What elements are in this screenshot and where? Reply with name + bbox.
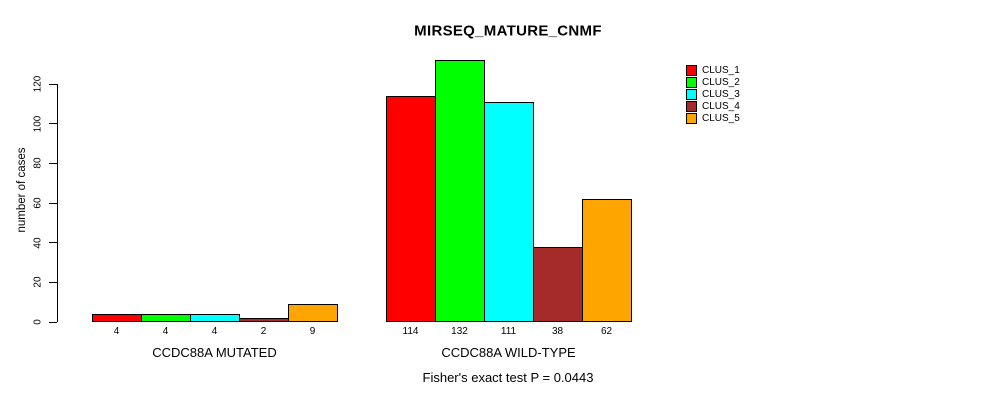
legend-swatch-clus2-icon [686,77,697,89]
bar-value-label: 2 [260,326,267,337]
y-tick-label: 0 [32,319,44,325]
bar-value-label: 111 [500,326,517,337]
chart-title: MIRSEQ_MATURE_CNMF [414,22,602,40]
y-tick-mark [49,83,57,85]
y-tick-mark [49,242,57,244]
x-group-label-wildtype: CCDC88A WILD-TYPE [441,345,576,360]
y-axis-title: number of cases [16,147,28,233]
legend-item: CLUS_4 [686,101,740,113]
y-tick-label: 60 [32,197,44,209]
annotation-fishers-test: Fisher's exact test P = 0.0443 [422,370,594,385]
bar-value-label: 9 [309,326,316,337]
bar-value-label: 4 [211,326,218,337]
bar-value-label: 132 [451,326,468,337]
x-group-label-mutated: CCDC88A MUTATED [152,345,277,360]
legend-label: CLUS_3 [702,89,740,101]
bar-clus_2-mutated [141,314,191,322]
legend-item: CLUS_3 [686,89,740,101]
legend-item: CLUS_2 [686,77,740,89]
bar-value-label: 62 [600,326,613,337]
bar-clus_4-wildtype [533,247,583,322]
y-tick-mark [49,281,57,283]
y-tick-mark [49,202,57,204]
legend-item: CLUS_5 [686,113,740,125]
bar-clus_2-wildtype [435,60,485,322]
y-axis-line [57,84,58,322]
legend-swatch-clus1-icon [686,65,697,77]
bar-clus_4-mutated [239,318,289,322]
legend-label: CLUS_1 [702,65,740,77]
legend-swatch-clus3-icon [686,89,697,101]
y-tick-mark [49,123,57,125]
bar-value-label: 114 [402,326,419,337]
y-tick-label: 100 [32,115,44,132]
bar-value-label: 4 [113,326,120,337]
legend-label: CLUS_2 [702,77,740,89]
legend-item: CLUS_1 [686,65,740,77]
bar-clus_3-wildtype [484,102,534,322]
y-tick-mark [49,162,57,164]
y-tick-mark [49,321,57,323]
bar-clus_1-wildtype [386,96,436,322]
y-tick-label: 120 [32,75,44,93]
bar-value-label: 4 [162,326,169,337]
y-tick-label: 80 [32,157,44,169]
legend-swatch-clus4-icon [686,101,697,113]
y-tick-label: 40 [32,237,44,249]
legend: CLUS_1 CLUS_2 CLUS_3 CLUS_4 CLUS_5 [686,65,740,124]
legend-label: CLUS_4 [702,101,740,113]
bar-value-label: 38 [551,326,564,337]
bar-clus_1-mutated [92,314,142,322]
legend-label: CLUS_5 [702,113,740,124]
bar-clus_3-mutated [190,314,240,322]
legend-swatch-clus5-icon [686,113,697,124]
bar-clus_5-mutated [288,304,338,322]
y-tick-label: 20 [32,276,44,288]
bar-clus_5-wildtype [582,199,632,322]
